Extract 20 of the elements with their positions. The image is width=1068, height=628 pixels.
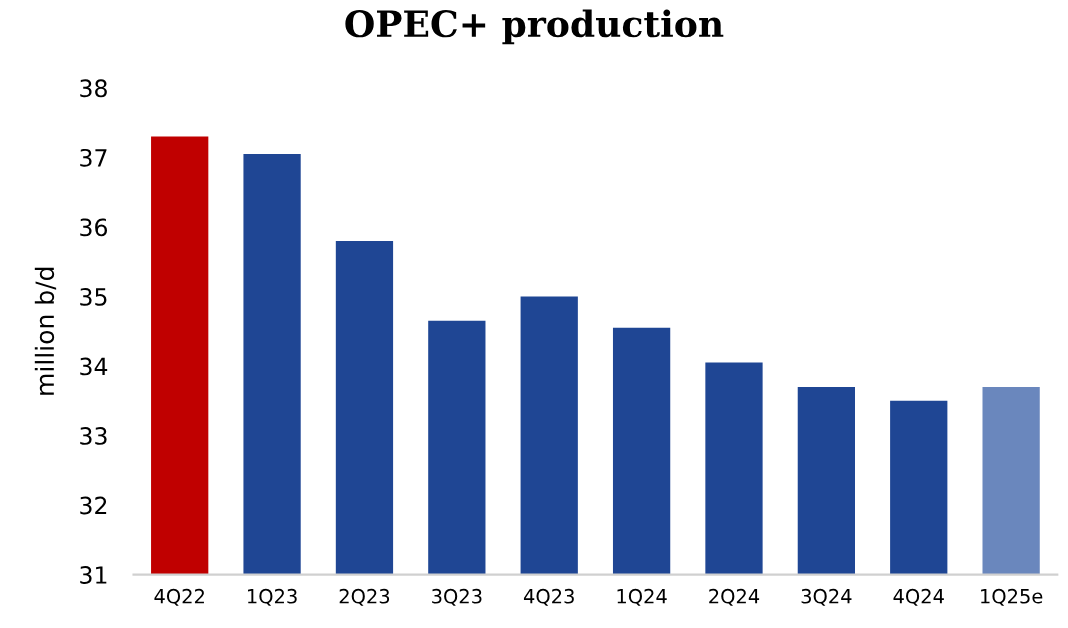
y-tick-label: 36 — [80, 218, 108, 237]
x-tick-label: 3Q24 — [801, 588, 852, 606]
x-tick-label: 1Q23 — [248, 588, 297, 606]
x-tick-label: 2Q24 — [709, 588, 760, 606]
y-tick-label: 33 — [80, 427, 107, 445]
x-tick-label: 2Q23 — [339, 588, 390, 606]
x-tick-label: 1Q25e — [981, 588, 1043, 606]
y-tick-label: 31 — [80, 566, 107, 584]
y-tick-label: 34 — [80, 357, 108, 376]
x-tick-label: 3Q23 — [432, 588, 482, 606]
y-tick-label: 38 — [80, 79, 107, 98]
x-tick-label: 4Q24 — [893, 588, 944, 606]
x-tick-label: 1Q24 — [617, 588, 667, 606]
chart-title: OPEC+ production — [345, 9, 724, 45]
y-tick-label: 32 — [80, 496, 107, 515]
y-tick-label: 37 — [80, 148, 107, 167]
y-tick-label: 35 — [80, 287, 107, 306]
x-tick-label: 4Q23 — [523, 588, 574, 606]
y-axis-title: million b/d — [34, 267, 57, 395]
x-tick-label: 4Q22 — [154, 588, 204, 606]
